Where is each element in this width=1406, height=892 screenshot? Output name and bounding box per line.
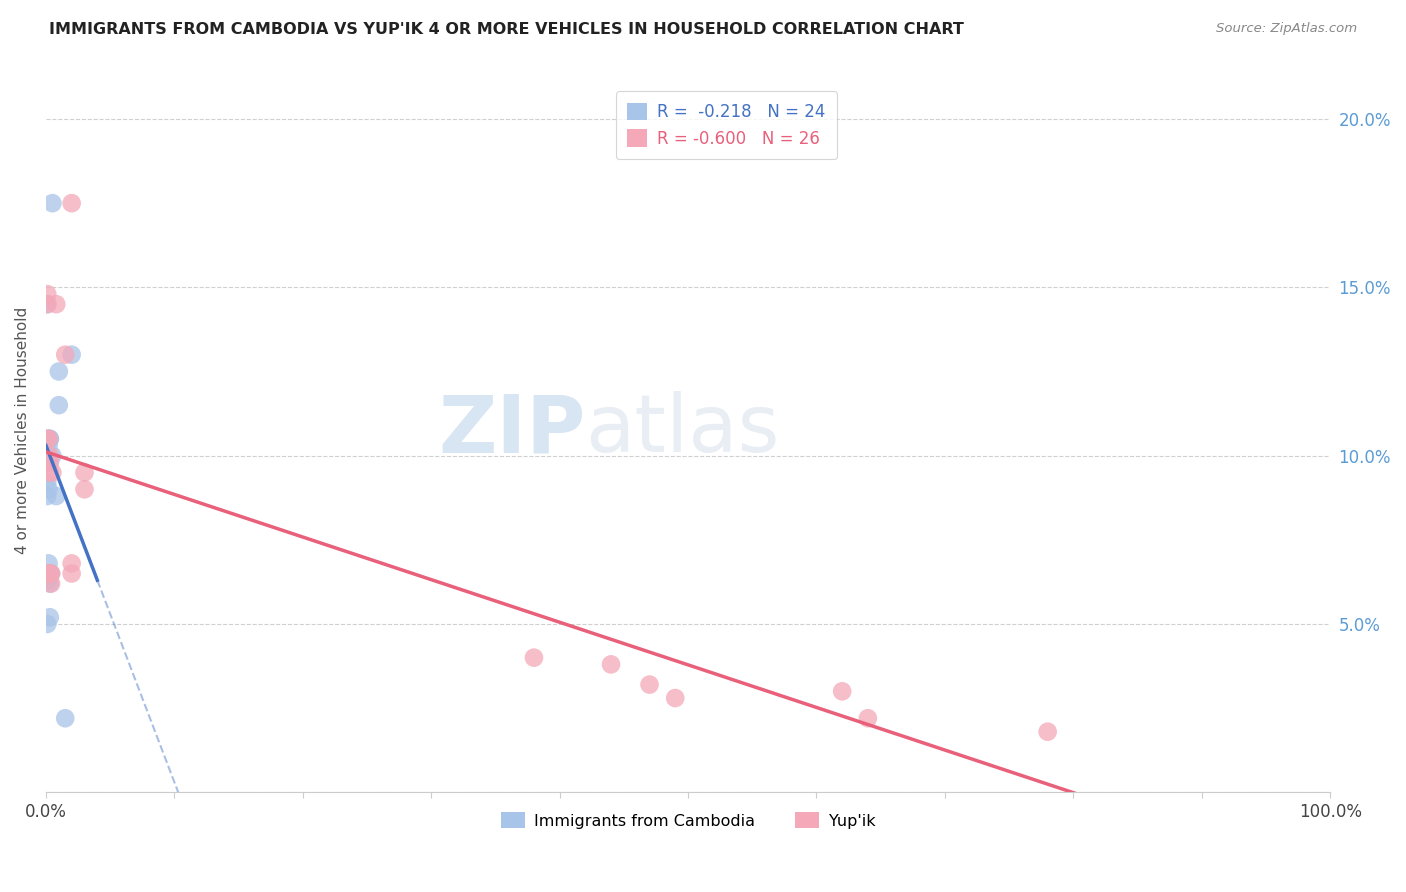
Point: [53, 711, 76, 725]
Point: [37, 475, 59, 490]
Point: [38, 466, 60, 480]
Point: [37, 489, 59, 503]
Point: [41, 196, 63, 211]
Point: [638, 677, 661, 691]
Point: [39, 566, 62, 581]
Text: IMMIGRANTS FROM CAMBODIA VS YUP'IK 4 OR MORE VEHICLES IN HOUSEHOLD CORRELATION C: IMMIGRANTS FROM CAMBODIA VS YUP'IK 4 OR …: [49, 22, 965, 37]
Point: [38, 483, 60, 497]
Point: [37, 432, 59, 446]
Point: [38, 566, 60, 581]
Point: [664, 691, 686, 706]
Point: [38, 566, 60, 581]
Point: [38, 576, 60, 591]
Point: [831, 684, 853, 698]
Point: [60, 348, 83, 362]
Point: [38, 610, 60, 624]
Point: [53, 348, 76, 362]
Point: [38, 573, 60, 587]
Point: [60, 566, 83, 581]
Point: [41, 466, 63, 480]
Point: [37, 432, 59, 446]
Y-axis label: 4 or more Vehicles in Household: 4 or more Vehicles in Household: [15, 307, 30, 554]
Point: [1036, 724, 1059, 739]
Point: [38, 455, 60, 469]
Point: [37, 297, 59, 311]
Point: [38, 432, 60, 446]
Point: [38, 432, 60, 446]
Point: [73, 483, 96, 497]
Point: [38, 439, 60, 453]
Text: ZIP: ZIP: [439, 392, 585, 469]
Point: [38, 566, 60, 581]
Point: [60, 196, 83, 211]
Point: [38, 557, 60, 571]
Point: [38, 449, 60, 463]
Point: [73, 466, 96, 480]
Point: [41, 449, 63, 463]
Point: [600, 657, 623, 672]
Point: [37, 287, 59, 301]
Point: [523, 650, 546, 665]
Point: [45, 489, 67, 503]
Legend: Immigrants from Cambodia, Yup'ik: Immigrants from Cambodia, Yup'ik: [495, 805, 882, 835]
Point: [48, 364, 70, 378]
Point: [39, 576, 62, 591]
Point: [38, 455, 60, 469]
Point: [37, 297, 59, 311]
Point: [856, 711, 879, 725]
Point: [60, 557, 83, 571]
Text: Source: ZipAtlas.com: Source: ZipAtlas.com: [1216, 22, 1357, 36]
Point: [38, 432, 60, 446]
Text: atlas: atlas: [585, 392, 780, 469]
Point: [38, 566, 60, 581]
Point: [39, 566, 62, 581]
Point: [48, 398, 70, 412]
Point: [37, 617, 59, 632]
Point: [45, 297, 67, 311]
